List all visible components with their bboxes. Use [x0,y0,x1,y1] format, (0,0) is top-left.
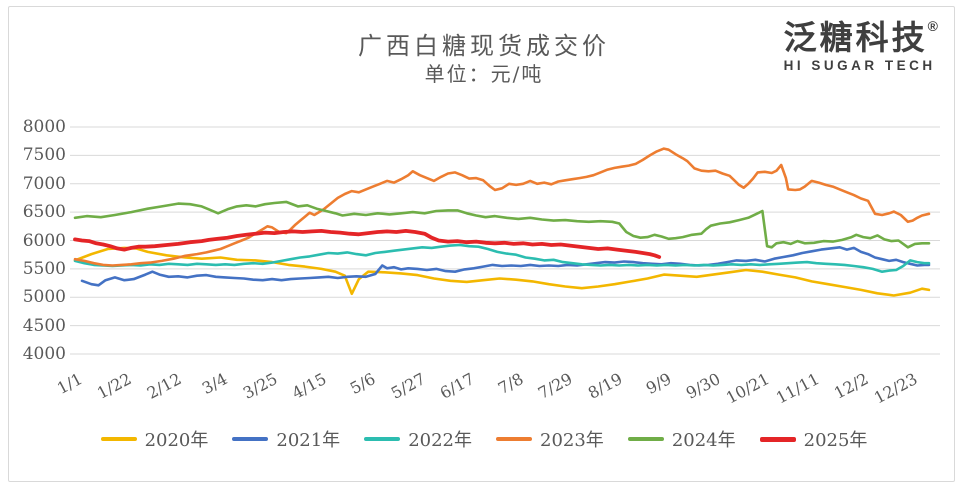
y-tick-label-6500: 6500 [22,202,66,223]
legend-swatch-icon [496,437,532,441]
legend-label: 2020年 [144,430,209,451]
legend-swatch-icon [759,436,796,442]
legend-item-2024年: 2024年 [627,426,736,452]
y-tick-label-5500: 5500 [22,258,66,279]
brand-logo-en-text: HI SUGAR TECH [783,58,936,74]
legend-item-2023年: 2023年 [496,426,604,452]
y-tick-label-7500: 7500 [22,145,66,166]
legend-item-2025年: 2025年 [759,426,868,452]
brand-logo-cn-text: 泛糖科技 [783,19,928,56]
chart-unit-label: 单位：元/吨 [424,62,544,86]
legend-item-2021年: 2021年 [232,426,340,452]
legend-label: 2024年 [671,430,736,451]
y-tick-label-8000: 8000 [22,117,66,137]
y-tick-label-4000: 4000 [22,344,66,364]
legend-label: 2025年 [803,430,868,451]
series-line-2020年 [73,246,931,297]
legend-item-2022年: 2022年 [364,426,472,452]
series-line-2024年 [73,200,931,249]
legend-swatch-icon [627,437,664,441]
legend-swatch-icon [364,437,401,441]
y-tick-label-6000: 6000 [22,230,66,251]
chart-legend: 2020年 2021年 2022年 2023年 2024年 2025年 [0,426,968,452]
legend-label: 2023年 [540,430,604,451]
y-tick-label-4500: 4500 [22,315,66,336]
y-tick-label-5000: 5000 [22,287,66,308]
legend-swatch-icon [232,437,269,441]
legend-label: 2022年 [408,430,472,451]
y-tick-label-7000: 7000 [22,173,66,194]
brand-logo: 泛糖科技® HI SUGAR TECH [784,18,938,73]
legend-label: 2021年 [276,430,341,451]
legend-swatch-icon [100,437,137,441]
series-line-2021年 [80,246,931,287]
registered-trademark-icon: ® [927,18,938,34]
chart-title: 广西白糖现货成交价 [358,32,610,60]
series-line-2025年 [73,228,662,259]
legend-item-2020年: 2020年 [100,426,209,452]
series-line-2022年 [73,243,931,274]
